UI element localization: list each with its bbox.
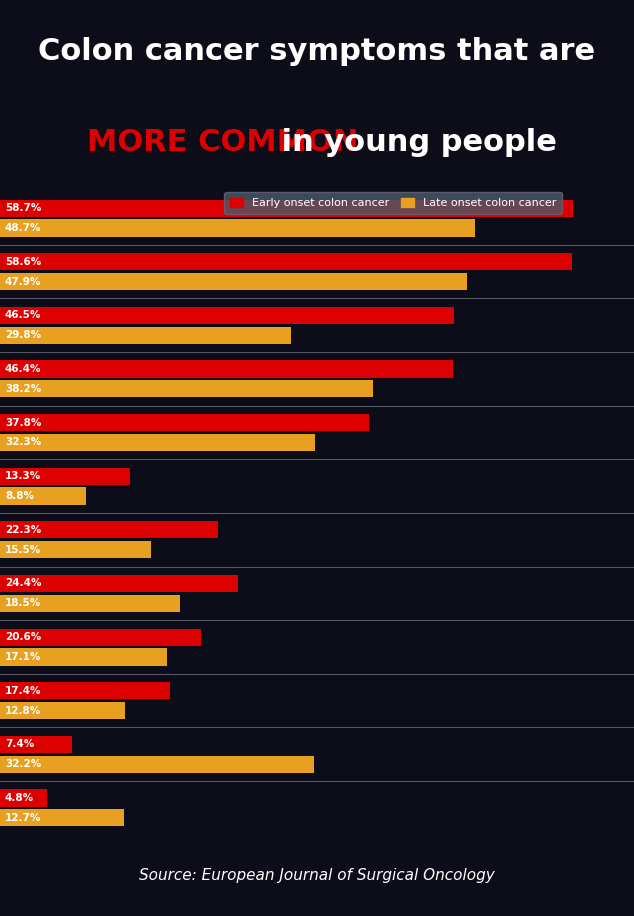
Text: 15.5%: 15.5%	[5, 545, 41, 555]
Text: 4.8%: 4.8%	[5, 793, 34, 803]
Legend: Early onset colon cancer, Late onset colon cancer: Early onset colon cancer, Late onset col…	[224, 192, 562, 213]
Text: 58.6%: 58.6%	[5, 256, 41, 267]
Text: 7.4%: 7.4%	[5, 739, 34, 749]
Text: 13.3%: 13.3%	[5, 471, 41, 481]
Bar	[0, 575, 238, 592]
Text: in young people: in young people	[271, 128, 557, 158]
Bar	[0, 273, 467, 290]
Text: 47.9%: 47.9%	[5, 277, 41, 287]
Text: 24.4%: 24.4%	[5, 579, 41, 588]
Bar	[0, 702, 125, 719]
Text: 46.4%: 46.4%	[5, 364, 41, 374]
Bar	[0, 434, 315, 451]
Text: Source: European Journal of Surgical Oncology: Source: European Journal of Surgical Onc…	[139, 868, 495, 883]
Text: 12.7%: 12.7%	[5, 812, 41, 823]
Bar	[0, 307, 453, 324]
Bar	[0, 790, 47, 806]
Text: 18.5%: 18.5%	[5, 598, 41, 608]
Text: 38.2%: 38.2%	[5, 384, 41, 394]
Bar	[0, 682, 170, 699]
Bar	[0, 809, 124, 826]
Text: 8.8%: 8.8%	[5, 491, 34, 501]
Text: 32.3%: 32.3%	[5, 438, 41, 447]
Bar	[0, 736, 72, 753]
Text: 17.4%: 17.4%	[5, 686, 41, 696]
Text: 48.7%: 48.7%	[5, 223, 41, 233]
Bar	[0, 200, 573, 217]
Text: 12.8%: 12.8%	[5, 705, 41, 715]
Text: MORE COMMON: MORE COMMON	[87, 128, 358, 158]
Text: 20.6%: 20.6%	[5, 632, 41, 642]
Bar	[0, 756, 314, 773]
Bar	[0, 360, 453, 377]
Text: 37.8%: 37.8%	[5, 418, 41, 428]
Bar	[0, 253, 572, 270]
Text: 58.7%: 58.7%	[5, 203, 41, 213]
Bar	[0, 327, 290, 344]
Text: Colon cancer symptoms that are: Colon cancer symptoms that are	[39, 37, 595, 66]
Text: 22.3%: 22.3%	[5, 525, 41, 535]
Bar	[0, 414, 369, 431]
Text: 32.2%: 32.2%	[5, 759, 41, 769]
Bar	[0, 521, 217, 539]
Bar	[0, 468, 130, 485]
Text: 29.8%: 29.8%	[5, 330, 41, 340]
Bar	[0, 541, 151, 558]
Text: 46.5%: 46.5%	[5, 311, 41, 321]
Bar	[0, 487, 86, 505]
Bar	[0, 649, 167, 666]
Text: 17.1%: 17.1%	[5, 652, 41, 662]
Bar	[0, 380, 373, 398]
Bar	[0, 220, 475, 236]
Bar	[0, 594, 181, 612]
Bar	[0, 628, 201, 646]
